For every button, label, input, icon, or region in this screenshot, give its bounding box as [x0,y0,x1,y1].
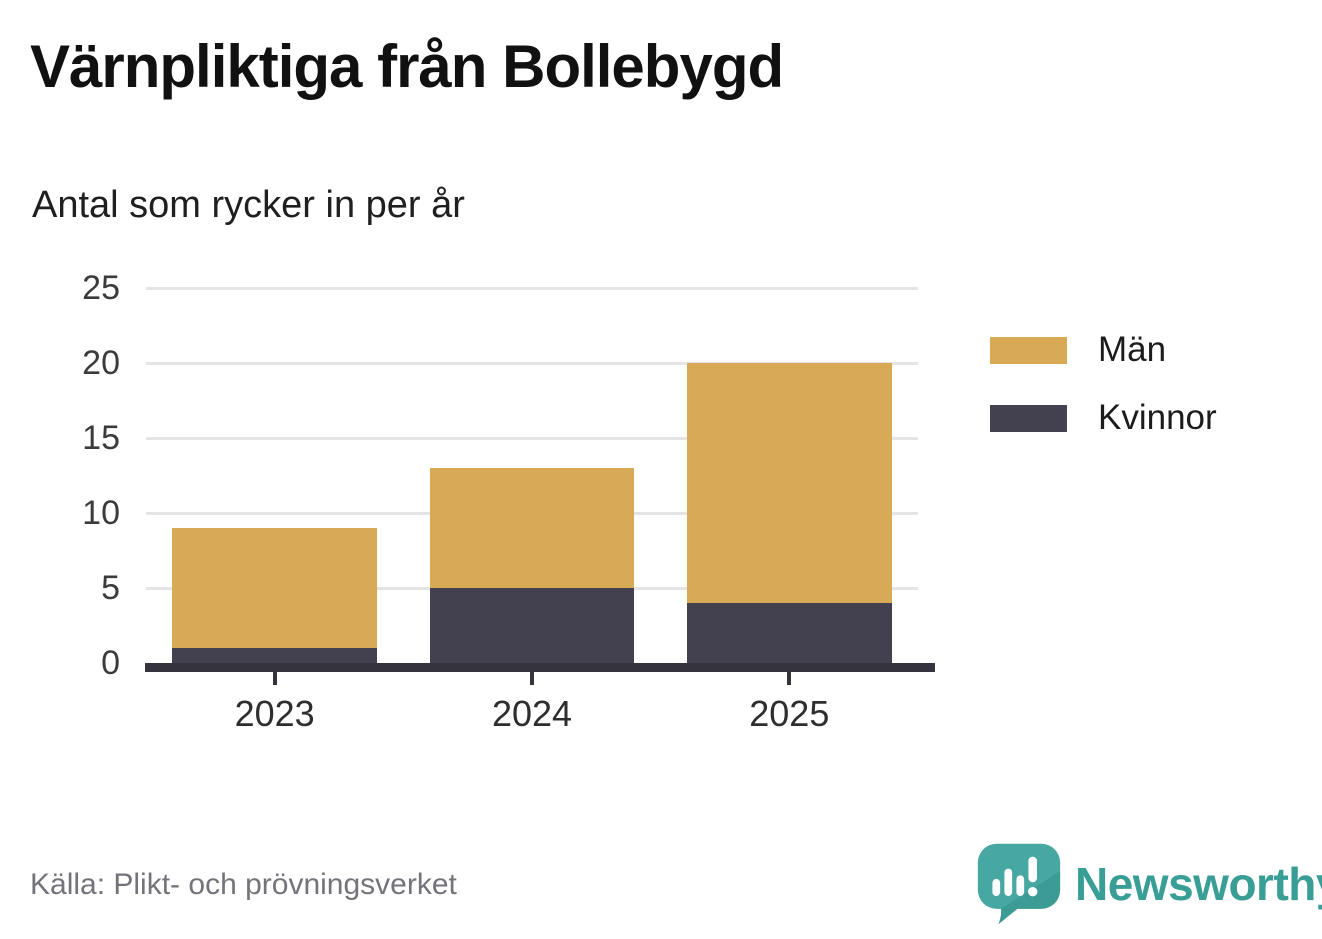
legend: Män Kvinnor [990,330,1217,438]
y-axis-tick-label-15: 15 [82,419,120,457]
y-axis-tick-label-10: 10 [82,494,120,532]
legend-label-kvinnor: Kvinnor [1098,398,1217,437]
legend-swatch-män [990,336,1067,364]
bar-segment-kvinnor-2024 [429,588,635,663]
bar-group-2025: 2025 [661,288,918,734]
legend-item-män: Män [990,330,1217,370]
x-axis-line [145,663,935,672]
newsworthy-logo: Newsworthy [976,842,1322,926]
stacked-bar-2023 [172,528,377,663]
x-axis-label-2023: 2023 [234,693,315,734]
bar-group-2023: 2023 [146,288,403,734]
bars-container: 2023 2024 2025 [146,288,918,734]
bar-segment-män-2025 [687,363,892,603]
stacked-bar-2024 [429,468,635,663]
bar-segment-kvinnor-2023 [172,648,377,663]
legend-label-män: Män [1098,330,1167,369]
x-axis-label-2024: 2024 [491,693,573,734]
y-axis-tick-label-0: 0 [101,644,120,682]
bar-group-2024: 2024 [403,288,660,734]
bar-segment-kvinnor-2025 [687,603,892,663]
y-axis-tick-label-20: 20 [82,344,120,382]
source-note: Källa: Plikt- och prövningsverket [30,868,457,901]
newsworthy-wordmark: Newsworthy [1075,858,1322,910]
x-axis-tick-2023 [272,672,277,685]
bar-segment-män-2024 [429,468,635,588]
y-axis-tick-label-25: 25 [82,269,120,307]
bar-segment-män-2023 [172,528,377,648]
legend-item-kvinnor: Kvinnor [990,398,1217,438]
x-axis-tick-2024 [529,672,534,685]
legend-swatch-kvinnor [990,404,1067,432]
y-axis-tick-label-5: 5 [101,569,120,607]
x-axis-label-2025: 2025 [749,693,830,734]
gridline-y-20 [146,362,918,365]
page-title: Värnpliktiga från Bollebygd [30,33,784,100]
gridline-y-25 [146,287,918,290]
chart-subtitle: Antal som rycker in per år [32,184,465,226]
stacked-bar-2025 [687,363,892,663]
x-axis-tick-2025 [787,672,792,685]
gridline-y-15 [146,437,918,440]
newsworthy-speech-bubble-icon [977,843,1061,925]
plot-area: 0 5 10 15 20 25 2023 2024 2025 [82,271,935,734]
